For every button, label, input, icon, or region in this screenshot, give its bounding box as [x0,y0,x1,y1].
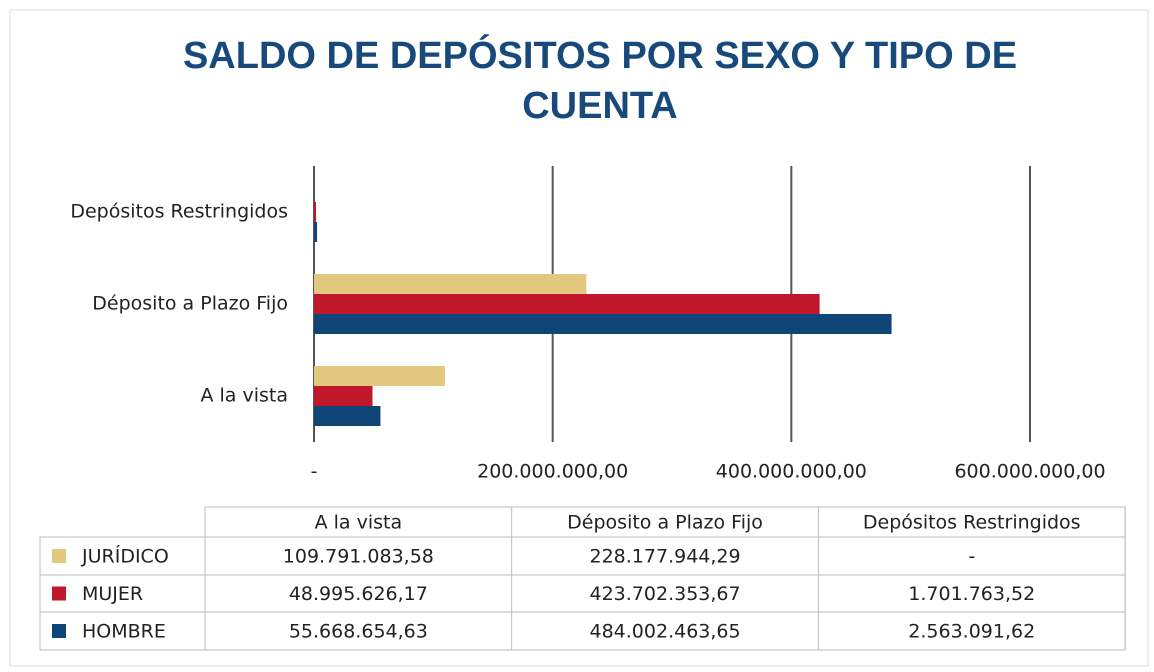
bar [314,202,317,222]
table-cell: 228.177.944,29 [590,546,741,568]
legend-label: JURÍDICO [81,545,169,568]
legend-label: HOMBRE [82,621,166,643]
table-cell: 2.563.091,62 [908,621,1035,643]
table-cell: 423.702.353,67 [590,583,741,605]
table-cell: 109.791.083,58 [283,546,434,568]
x-tick-label: - [311,461,318,483]
table-header: Déposito a Plazo Fijo [567,512,763,534]
y-tick-label: A la vista [200,385,288,407]
legend-swatch [52,624,66,638]
table-cell: 48.995.626,17 [289,583,428,605]
bar [314,314,892,334]
bar [314,406,381,426]
table-cell: 1.701.763,52 [908,583,1035,605]
table-header: A la vista [315,512,403,534]
legend-swatch [52,549,66,563]
bar [314,274,587,294]
legend-swatch [52,586,66,601]
bar [314,222,318,242]
legend-label: MUJER [82,583,143,605]
title-line: SALDO DE DEPÓSITOS POR SEXO Y TIPO DE [183,33,1017,77]
bar [314,386,373,406]
title-line: CUENTA [522,85,678,127]
bar [314,294,820,314]
table-cell: 484.002.463,65 [590,621,741,643]
y-tick-label: Déposito a Plazo Fijo [92,293,288,315]
y-tick-label: Depósitos Restringidos [70,201,288,223]
x-tick-label: 200.000.000,00 [477,461,628,483]
bar [314,366,446,386]
table-cell: 55.668.654,63 [289,621,428,643]
table-header: Depósitos Restringidos [863,512,1081,534]
x-tick-label: 600.000.000,00 [954,461,1105,483]
table-cell: - [968,546,975,568]
x-tick-label: 400.000.000,00 [716,461,867,483]
chart-title: SALDO DE DEPÓSITOS POR SEXO Y TIPO DE CUE… [183,33,1017,127]
frame [9,9,1149,667]
